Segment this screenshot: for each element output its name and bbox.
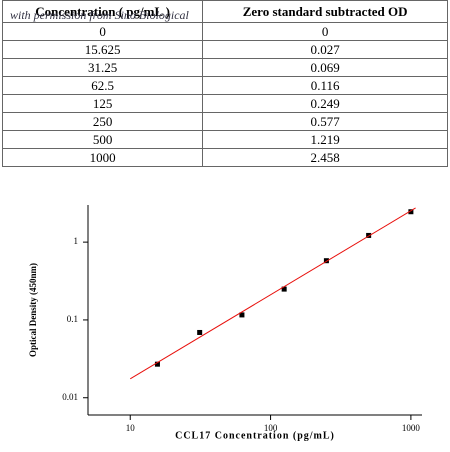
x-axis-label: CCL17 Concentration (pg/mL) [175, 430, 335, 441]
watermark: with permission from Sino Biological [10, 8, 189, 22]
y-axis-label: Optical Density (450nm) [28, 263, 38, 357]
data-point [239, 312, 245, 318]
data-point [366, 232, 372, 238]
y-tick-label: 0.01 [62, 392, 78, 402]
x-tick-label: 10 [126, 423, 136, 433]
data-point [408, 209, 414, 215]
data-point [281, 286, 287, 292]
table-row: 1000 2.458 [1, 148, 448, 167]
table-row: 62.5 0.116 [1, 76, 448, 95]
x-tick-label: 1000 [402, 423, 421, 433]
data-point [197, 329, 203, 335]
data-point [323, 258, 329, 264]
table-cell: 1000 [1, 148, 204, 167]
table-row: 250 0.577 [1, 112, 448, 131]
table-cell: 2.458 [202, 148, 448, 167]
data-point [154, 361, 160, 367]
x-tick-label: 100 [264, 423, 278, 433]
y-tick-label: 1 [74, 236, 79, 246]
table-cell: 62.5 [1, 76, 204, 95]
y-tick-label: 0.1 [67, 314, 78, 324]
fit-line [129, 207, 416, 380]
data-table: Concentration ( pg/mL ) Zero standard su… [1, 0, 448, 167]
